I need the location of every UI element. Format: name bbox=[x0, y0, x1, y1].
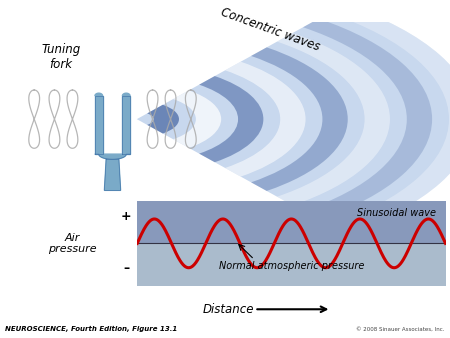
Wedge shape bbox=[225, 62, 306, 176]
Wedge shape bbox=[329, 4, 450, 234]
Text: Figure 13.1  The periodic condensation and rarefaction of air molecules produced: Figure 13.1 The periodic condensation an… bbox=[5, 6, 450, 16]
FancyBboxPatch shape bbox=[137, 243, 446, 286]
Text: Concentric waves: Concentric waves bbox=[219, 6, 321, 54]
Text: –: – bbox=[123, 262, 129, 275]
Text: Normal atmospheric pressure: Normal atmospheric pressure bbox=[219, 261, 364, 271]
Text: © 2008 Sinauer Associates, Inc.: © 2008 Sinauer Associates, Inc. bbox=[356, 327, 445, 332]
Text: Air
pressure: Air pressure bbox=[48, 233, 96, 254]
Polygon shape bbox=[104, 159, 121, 190]
FancyBboxPatch shape bbox=[137, 201, 446, 243]
Wedge shape bbox=[199, 76, 263, 162]
Wedge shape bbox=[173, 91, 221, 148]
Text: NEUROSCIENCE, Fourth Edition, Figure 13.1: NEUROSCIENCE, Fourth Edition, Figure 13.… bbox=[5, 326, 178, 332]
Text: Sinusoidal wave: Sinusoidal wave bbox=[357, 208, 436, 218]
Polygon shape bbox=[95, 93, 103, 96]
Polygon shape bbox=[122, 93, 130, 96]
Text: +: + bbox=[121, 210, 131, 223]
Polygon shape bbox=[95, 96, 103, 154]
Text: Tuning
fork: Tuning fork bbox=[41, 43, 81, 71]
Wedge shape bbox=[303, 19, 432, 220]
Wedge shape bbox=[147, 105, 179, 134]
Polygon shape bbox=[95, 154, 130, 159]
Wedge shape bbox=[277, 33, 390, 205]
Text: Distance: Distance bbox=[203, 303, 254, 316]
Polygon shape bbox=[122, 96, 130, 154]
Wedge shape bbox=[137, 4, 450, 234]
Wedge shape bbox=[251, 47, 348, 191]
